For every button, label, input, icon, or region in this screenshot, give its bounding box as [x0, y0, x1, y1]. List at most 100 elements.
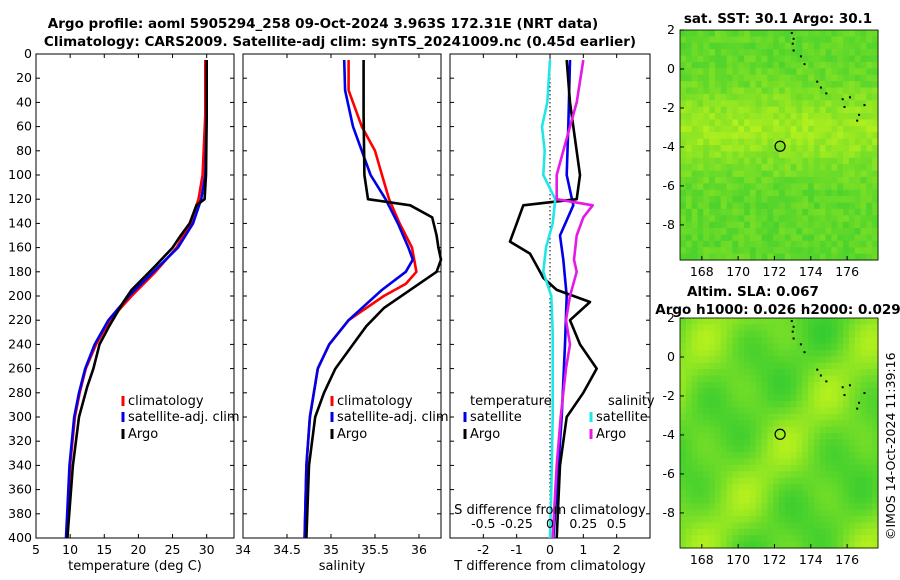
map-cell	[843, 247, 850, 255]
map-cell	[709, 369, 716, 377]
map-cell	[709, 49, 716, 57]
map-cell	[860, 439, 867, 447]
map-cell	[802, 157, 809, 165]
map-cell	[767, 458, 774, 466]
map-cell	[848, 445, 856, 453]
map-cell	[726, 36, 734, 44]
map-cell	[709, 464, 716, 472]
map-cell	[755, 208, 763, 216]
map-cell	[749, 55, 757, 63]
map-cell	[709, 106, 716, 114]
map-cell	[767, 445, 774, 453]
island-marker	[803, 351, 806, 354]
map-cell	[697, 151, 704, 159]
map-cell	[761, 145, 768, 152]
map-cell	[761, 113, 768, 121]
map-cell	[691, 407, 699, 415]
map-cell	[732, 477, 739, 485]
map-cell	[749, 541, 757, 549]
map-cell	[685, 496, 693, 504]
map-cell	[843, 228, 850, 236]
map-cell	[714, 55, 722, 63]
map-cell	[860, 100, 867, 108]
map-cell	[802, 362, 809, 370]
map-cell	[854, 68, 862, 76]
map-cell	[854, 496, 862, 504]
map-cell	[685, 157, 693, 165]
map-cell	[872, 176, 879, 184]
map-cell	[819, 343, 827, 351]
map-cell	[732, 106, 739, 114]
island-marker	[841, 98, 844, 101]
map-cell	[784, 49, 792, 57]
map-cell	[866, 74, 873, 82]
map-cell	[709, 170, 716, 178]
map-cell	[761, 388, 768, 396]
map-cell	[744, 496, 751, 504]
map-cell	[860, 106, 867, 114]
map-cell	[860, 484, 867, 492]
map-cell	[808, 61, 815, 69]
map-cell	[843, 42, 850, 50]
map-cell	[843, 484, 850, 492]
map-cell	[796, 484, 803, 492]
map-cell	[749, 343, 757, 351]
map-cell	[714, 228, 722, 236]
map-cell	[796, 221, 803, 229]
map-cell	[779, 30, 786, 37]
map-cell	[854, 503, 862, 511]
map-cell	[680, 247, 687, 255]
map-cell	[691, 516, 699, 524]
map-cell	[779, 55, 786, 63]
map-cell	[726, 49, 734, 57]
map-cell	[843, 375, 850, 383]
map-cell	[872, 490, 879, 498]
map-cell	[866, 522, 873, 530]
map-cell	[738, 362, 745, 370]
map-cell	[808, 113, 815, 121]
map-cell	[872, 426, 879, 434]
map-cell	[779, 471, 786, 479]
map-cell	[848, 477, 856, 485]
map-cell	[848, 176, 856, 184]
map-cell	[726, 176, 734, 184]
map-cell	[749, 100, 757, 108]
map-cell	[749, 183, 757, 191]
map-cell	[837, 516, 844, 524]
map-cell	[703, 183, 710, 191]
map-cell	[703, 343, 710, 351]
map-cell	[714, 349, 722, 357]
map-cell	[685, 196, 693, 204]
map-cell	[761, 337, 768, 345]
map-cell	[825, 445, 833, 453]
map-cell	[767, 337, 774, 345]
map-cell	[744, 528, 751, 536]
map-cell	[691, 42, 699, 50]
map-cell	[837, 202, 844, 210]
map-cell	[761, 439, 768, 447]
map-cell	[732, 240, 739, 248]
map-cell	[749, 490, 757, 498]
map-cell	[720, 170, 728, 178]
map-cell	[848, 189, 856, 197]
map-cell	[744, 484, 751, 492]
map-cell	[767, 189, 774, 197]
map-cell	[779, 215, 786, 223]
map-cell	[848, 74, 856, 82]
map-cell	[685, 164, 693, 172]
map-cell	[738, 318, 745, 325]
map-cell	[843, 100, 850, 108]
map-cell	[703, 247, 710, 255]
map-cell	[738, 100, 745, 108]
map-cell	[703, 458, 710, 466]
map-cell	[854, 509, 862, 517]
map-cell	[749, 176, 757, 184]
map-cell	[720, 477, 728, 485]
map-cell	[854, 407, 862, 415]
map-cell	[767, 138, 774, 146]
map-cell	[802, 337, 809, 345]
map-cell	[848, 240, 856, 248]
map-cell	[808, 49, 815, 57]
map-cell	[709, 202, 716, 210]
map-cell	[848, 433, 856, 440]
